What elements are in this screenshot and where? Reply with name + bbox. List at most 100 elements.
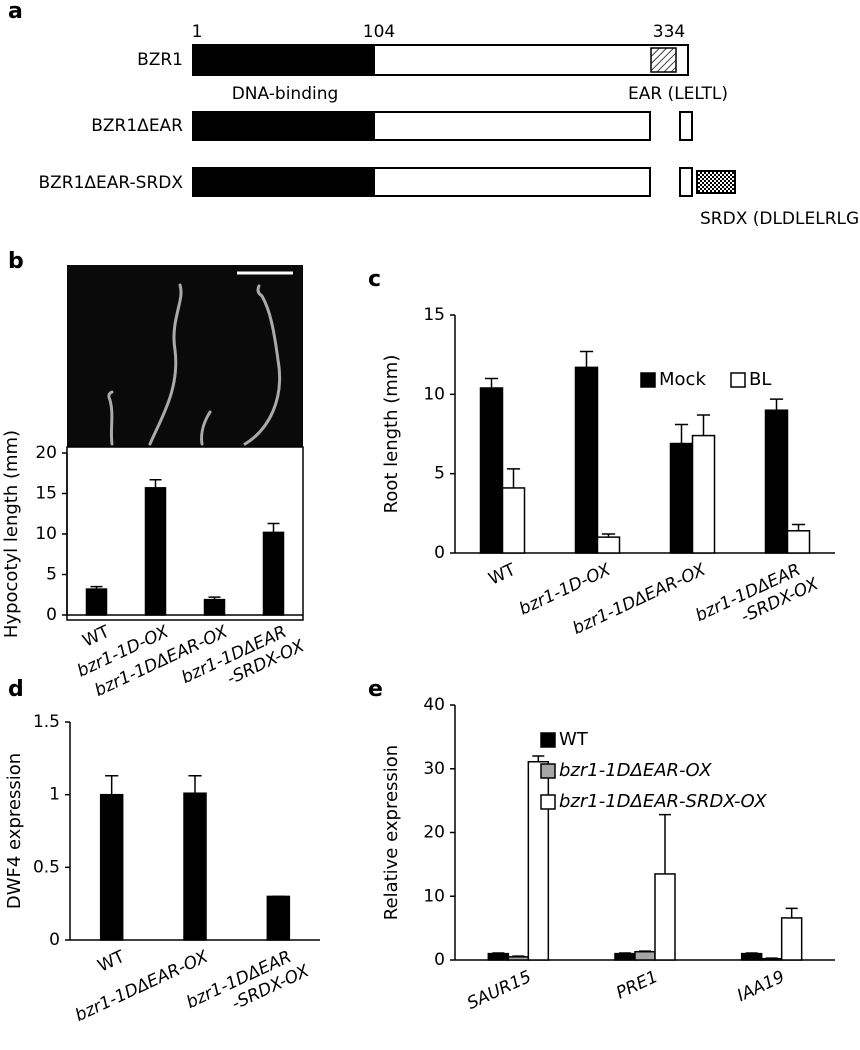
error-bar [532, 755, 545, 762]
error-bar [579, 350, 594, 368]
bar [780, 917, 803, 961]
legend-label: Mock [659, 369, 706, 390]
bar [144, 487, 167, 616]
bar [654, 873, 676, 961]
seedling [107, 390, 114, 446]
legend-label: bzr1-1DΔEAR-SRDX-OX [559, 791, 767, 812]
bar [527, 760, 550, 961]
seedling [243, 284, 282, 446]
panel-label: b [8, 249, 24, 274]
error-bar [785, 907, 798, 918]
legend-label: bzr1-1DΔEAR-OX [559, 760, 712, 781]
error-bar [619, 952, 631, 954]
srdx-motif [696, 170, 736, 194]
x-tick-label: SAUR15 [464, 967, 534, 1014]
bar [760, 957, 783, 961]
y-axis-label: Relative expression [381, 745, 402, 920]
x-tick-label: bzr1-1DΔEAR-SRDX-OX [693, 556, 822, 645]
seedling-photo [67, 265, 303, 447]
error-bar [105, 775, 119, 795]
panel-label: e [368, 677, 383, 702]
panel-label: a [8, 0, 23, 24]
y-tick-label: 15 [423, 305, 445, 325]
y-tick-label: 0 [434, 950, 445, 970]
ear-motif [650, 47, 677, 73]
error-bar [208, 596, 221, 600]
seedling [200, 410, 212, 446]
bar [501, 487, 526, 554]
y-tick-label: 1 [49, 785, 60, 805]
y-tick-label: 10 [423, 886, 445, 906]
legend-swatch [540, 732, 556, 748]
dna-binding-domain [193, 168, 375, 196]
bar [740, 952, 763, 961]
y-tick-label: 5 [46, 565, 57, 585]
legend-swatch [540, 763, 556, 779]
error-bar [267, 522, 280, 533]
y-axis-label: Root length (mm) [381, 355, 402, 514]
legend-swatch [640, 372, 656, 388]
construct-label: BZR1ΔEAR [91, 116, 183, 136]
x-tick-label: WT [95, 947, 129, 977]
y-tick-label: 0 [49, 930, 60, 950]
bar [786, 530, 811, 554]
bar [596, 536, 621, 554]
bar [99, 793, 124, 941]
error-bar [149, 478, 162, 488]
dna-binding-domain [193, 45, 375, 75]
error-bar [484, 377, 499, 388]
y-tick-label: 10 [35, 524, 57, 544]
y-tick-label: 40 [423, 695, 445, 715]
y-axis-label: DWF4 expression [4, 753, 25, 909]
bar [634, 950, 656, 961]
error-bar [639, 950, 651, 952]
annotation: SRDX (DLDLELRLGFA) [700, 209, 860, 229]
bar [85, 588, 108, 616]
bar [574, 366, 599, 554]
error-bar [512, 955, 525, 957]
bar [479, 387, 504, 554]
error-bar [674, 423, 689, 444]
bar [691, 434, 716, 554]
error-bar [492, 952, 505, 954]
annotation: EAR (LELTL) [628, 84, 728, 104]
legend-label: BL [749, 369, 771, 390]
y-tick-label: 1.5 [33, 712, 60, 732]
legend-swatch [730, 372, 746, 388]
position-label: 104 [363, 22, 395, 42]
bar [203, 598, 226, 616]
x-tick-label: bzr1-1DΔEAR-OX [72, 947, 211, 1026]
error-bar [659, 813, 671, 874]
error-bar [188, 775, 202, 794]
y-tick-label: 0 [434, 543, 445, 563]
error-bar [506, 468, 521, 488]
bar [614, 952, 636, 961]
bar [183, 792, 207, 941]
bar [266, 895, 291, 941]
bar [669, 442, 694, 554]
error-bar [769, 398, 784, 411]
bar [487, 952, 510, 961]
y-axis-label: Hypocotyl length (mm) [1, 430, 22, 638]
y-tick-label: 20 [423, 823, 445, 843]
legend-swatch [540, 794, 556, 810]
dna-binding-domain [193, 112, 375, 140]
x-tick-label: IAA19 [734, 967, 788, 1006]
bar [507, 956, 530, 961]
panel-label: c [368, 267, 381, 292]
bar [764, 409, 789, 554]
legend-label: WT [559, 729, 589, 750]
x-tick-label: bzr1-1DΔEAR-SRDX-OX [179, 618, 308, 707]
construct-label: BZR1 [137, 50, 183, 70]
y-tick-label: 15 [35, 484, 57, 504]
construct-label: BZR1ΔEAR-SRDX [38, 173, 183, 193]
y-tick-label: 5 [434, 464, 445, 484]
bar [262, 531, 285, 616]
x-tick-label: PRE1 [613, 967, 661, 1004]
error-bar [696, 414, 711, 436]
c-terminal [679, 111, 693, 141]
y-tick-label: 0.5 [33, 857, 60, 877]
panel-a: a 1 104 334 BZR1 DNA-binding EAR (LELTL)… [8, 0, 860, 229]
error-bar [601, 533, 616, 538]
